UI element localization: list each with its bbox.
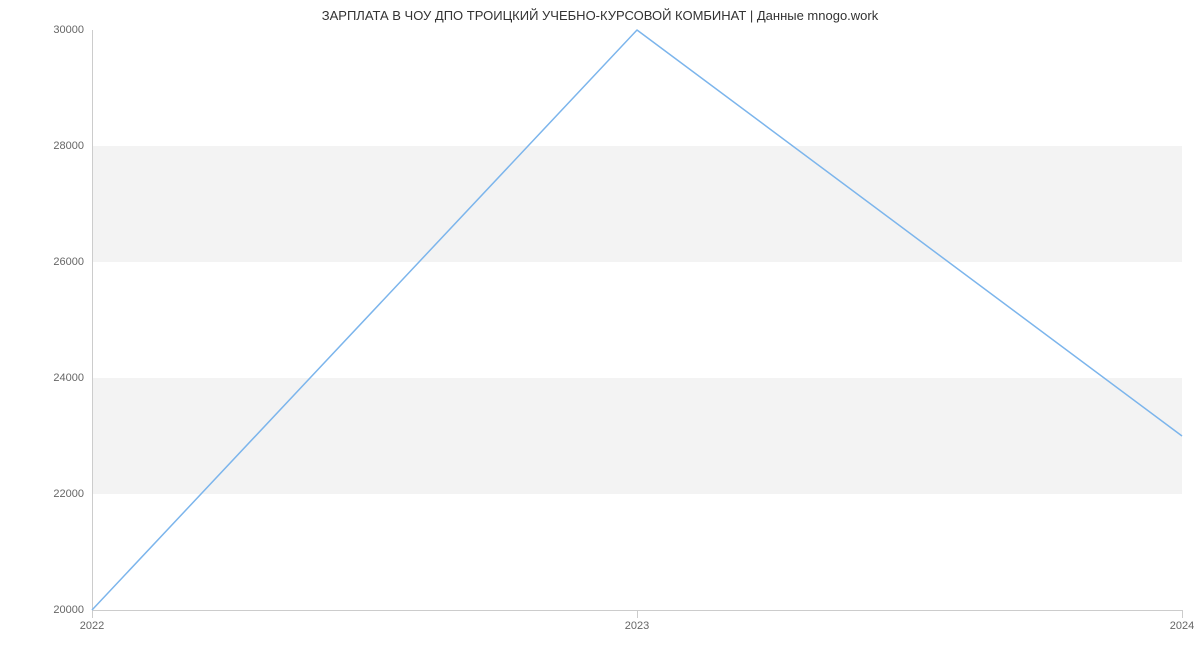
salary-line-chart: ЗАРПЛАТА В ЧОУ ДПО ТРОИЦКИЙ УЧЕБНО-КУРСО… [0,0,1200,650]
chart-title: ЗАРПЛАТА В ЧОУ ДПО ТРОИЦКИЙ УЧЕБНО-КУРСО… [0,8,1200,23]
plot-area: 2000022000240002600028000300002022202320… [92,30,1182,610]
x-tick-label: 2023 [625,620,649,632]
y-tick-label: 20000 [24,604,84,616]
y-tick-label: 28000 [24,140,84,152]
y-tick-label: 24000 [24,372,84,384]
y-tick-label: 26000 [24,256,84,268]
y-tick-label: 30000 [24,24,84,36]
x-tick-label: 2024 [1170,620,1194,632]
x-tick-mark [1182,610,1183,618]
x-tick-label: 2022 [80,620,104,632]
x-tick-mark [92,610,93,618]
series-line [92,30,1182,610]
x-tick-mark [637,610,638,618]
y-tick-label: 22000 [24,488,84,500]
